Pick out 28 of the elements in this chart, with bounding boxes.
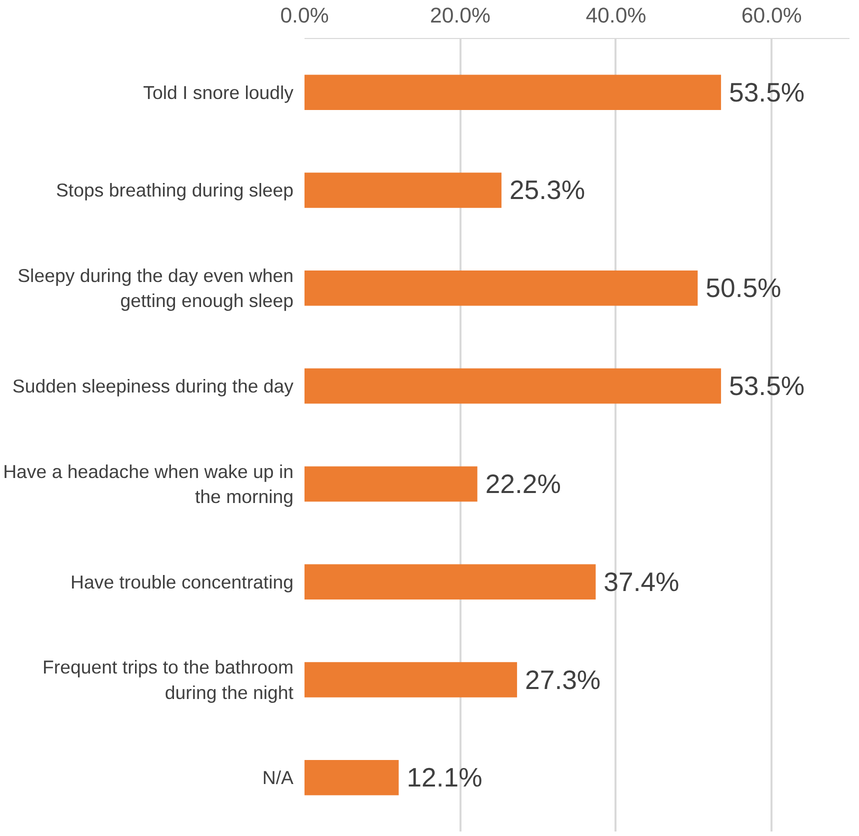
- bar: [304, 466, 478, 502]
- x-tick-label: 40.0%: [586, 4, 646, 28]
- bar: [304, 760, 399, 796]
- y-tick-label: Frequent trips to the bathroom during the night: [42, 656, 294, 703]
- y-tick-label: Sudden sleepiness during the day: [12, 376, 294, 397]
- data-label: 53.5%: [729, 77, 805, 108]
- data-label: 50.5%: [706, 273, 782, 304]
- y-tick-label: Have a headache when wake up in the morning: [3, 460, 294, 508]
- y-tick-label: Have trouble concentrating: [70, 571, 294, 592]
- bar: [304, 74, 722, 110]
- x-tick-label: 0.0%: [280, 4, 329, 28]
- x-tick-label: 20.0%: [430, 4, 490, 28]
- bar: [304, 270, 698, 306]
- y-tick-label: Told I snore loudly: [143, 82, 294, 103]
- data-label: 12.1%: [406, 762, 482, 793]
- x-tick-label: 60.0%: [741, 4, 802, 28]
- bar: [304, 368, 722, 404]
- data-label: 22.2%: [485, 468, 561, 499]
- data-label: 25.3%: [509, 175, 586, 206]
- y-tick-label: N/A: [262, 767, 294, 788]
- data-label: 37.4%: [604, 566, 680, 597]
- data-label: 27.3%: [525, 664, 601, 695]
- y-tick-label: Sleepy during the day even when getting enough sleep: [18, 265, 294, 312]
- bar: [304, 172, 502, 208]
- bar: [304, 564, 596, 600]
- y-tick-label: Stops breathing during sleep: [56, 180, 294, 201]
- bar: [304, 662, 518, 698]
- data-label: 53.5%: [729, 371, 805, 402]
